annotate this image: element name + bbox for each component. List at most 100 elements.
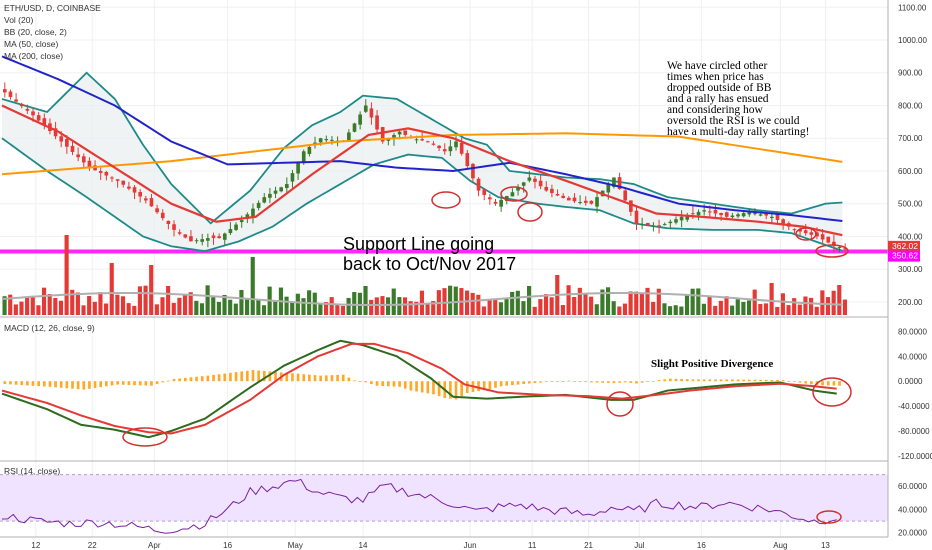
histogram-bar xyxy=(776,380,779,382)
candle-body xyxy=(634,210,639,224)
candle-body xyxy=(770,216,774,219)
histogram-bar xyxy=(167,380,170,382)
price-tick-label: 600.00 xyxy=(898,167,923,176)
time-tick-label: 11 xyxy=(528,541,537,550)
histogram-bar xyxy=(420,381,424,393)
candle-body xyxy=(775,214,780,221)
price-tick-label: 200.00 xyxy=(898,298,923,307)
volume-bar xyxy=(273,301,278,315)
volume-bar xyxy=(374,297,379,315)
volume-bar xyxy=(763,303,769,315)
volume-bar xyxy=(256,299,261,315)
volume-bar xyxy=(290,301,295,315)
candle-body xyxy=(753,213,757,215)
histogram-bar xyxy=(426,381,430,394)
volume-bar xyxy=(724,296,729,315)
volume-bar xyxy=(132,305,137,315)
candle-body xyxy=(809,232,814,235)
price-tick-label: 300.00 xyxy=(898,265,923,274)
time-tick-label: Jun xyxy=(464,541,477,550)
volume-bar xyxy=(510,291,515,315)
histogram-bar xyxy=(437,381,441,397)
histogram-bar xyxy=(200,376,204,382)
histogram-bar xyxy=(578,381,582,383)
annotation-circle xyxy=(431,191,461,209)
volume-bar xyxy=(340,305,346,315)
legend-ma200[interactable]: MA (200, close) xyxy=(4,51,63,61)
candle-body xyxy=(222,233,227,240)
legend-rsi[interactable]: RSI (14, close) xyxy=(4,466,60,476)
candle-body xyxy=(206,238,210,241)
candle-body xyxy=(403,130,408,135)
candle-body xyxy=(617,177,622,189)
candle-body xyxy=(363,105,368,112)
legend-symbol[interactable]: ETH/USD, D, COINBASE xyxy=(4,3,101,13)
candle-body xyxy=(454,141,458,148)
candle-body xyxy=(657,225,661,227)
histogram-bar xyxy=(488,381,492,390)
histogram-bar xyxy=(42,381,46,387)
volume-bar xyxy=(98,292,103,315)
candle-body xyxy=(504,196,509,201)
volume-bar xyxy=(538,299,543,315)
candle-body xyxy=(668,221,673,224)
histogram-bar xyxy=(121,381,125,385)
histogram-bar xyxy=(522,381,526,385)
volume-bar xyxy=(487,299,492,315)
volume-bar xyxy=(329,297,334,315)
volume-bar xyxy=(797,304,802,315)
volume-bar xyxy=(233,303,238,315)
histogram-bar xyxy=(99,381,103,388)
volume-bar xyxy=(154,304,159,315)
legend-bb[interactable]: BB (20, close, 2) xyxy=(4,27,67,37)
candle-body xyxy=(19,104,24,107)
candle-body xyxy=(691,213,695,215)
volume-bar xyxy=(476,294,481,315)
histogram-bar xyxy=(770,379,774,382)
candle-body xyxy=(510,192,515,197)
candle-body xyxy=(595,197,599,207)
histogram-bar xyxy=(302,374,306,382)
macd-tick-label: 40.0000 xyxy=(898,352,927,361)
legend-vol[interactable]: Vol (20) xyxy=(4,15,33,25)
volume-bar xyxy=(352,292,357,315)
volume-bar xyxy=(81,305,86,315)
volume-bar xyxy=(814,306,819,315)
histogram-bar xyxy=(3,381,7,385)
annotation-circle xyxy=(815,244,849,258)
candle-body xyxy=(380,127,385,142)
candle-body xyxy=(448,146,453,152)
candle-body xyxy=(211,235,216,239)
price-tick-label: 400.00 xyxy=(898,232,923,241)
histogram-bar xyxy=(26,381,29,386)
histogram-bar xyxy=(606,381,610,383)
candle-body xyxy=(200,239,205,242)
legend-macd[interactable]: MACD (12, 26, close, 9) xyxy=(4,323,95,333)
candle-body xyxy=(239,220,244,223)
histogram-bar xyxy=(358,381,362,383)
volume-bar xyxy=(560,305,565,315)
candle-body xyxy=(324,139,329,141)
histogram-bar xyxy=(20,381,24,386)
volume-bar xyxy=(634,291,639,315)
candle-body xyxy=(14,99,18,102)
volume-bar xyxy=(408,301,413,315)
candle-body xyxy=(245,214,250,219)
candle-body xyxy=(702,210,706,212)
histogram-bar xyxy=(691,379,695,382)
histogram-bar xyxy=(285,372,289,382)
histogram-bar xyxy=(499,381,503,387)
axes: 1100.00 1000.00 900.00 800.00 700.00 600.00 50… xyxy=(31,3,932,550)
candle-body xyxy=(493,201,498,204)
histogram-bar xyxy=(753,379,757,382)
volume-bar xyxy=(769,283,774,315)
histogram-bar xyxy=(731,379,734,382)
candle-body xyxy=(8,91,13,97)
candle-body xyxy=(837,246,842,248)
bb-lower xyxy=(1,137,843,253)
support-line xyxy=(0,249,888,254)
volume-bar xyxy=(177,297,182,315)
legend-ma50[interactable]: MA (50, close) xyxy=(4,39,58,49)
